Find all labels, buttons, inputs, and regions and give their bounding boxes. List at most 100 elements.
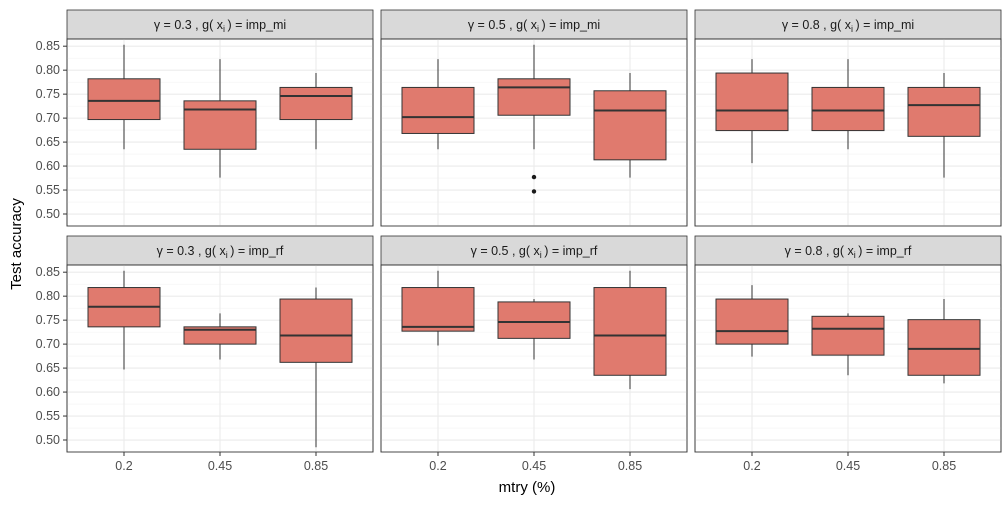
strip-text-gamma: γ = 0.3 , — [154, 18, 202, 32]
box-0.45 — [497, 44, 571, 194]
box-0.45 — [497, 299, 571, 360]
plot-panel-border — [694, 38, 1002, 227]
y-tick-label: 0.70 — [36, 111, 60, 125]
facet-strip-label: γ = 0.8 , g( xi ) = imp_rf — [785, 244, 912, 260]
y-tick-label: 0.50 — [36, 433, 60, 447]
box-iqr — [401, 86, 475, 134]
strip-text-g: g( — [205, 244, 220, 258]
outlier-point — [531, 174, 537, 180]
facet-strip-label: γ = 0.5 , g( xi ) = imp_mi — [468, 18, 600, 34]
strip-text-x: x — [220, 244, 227, 258]
box-0.85 — [907, 73, 981, 178]
box-iqr — [497, 301, 571, 339]
box-0.45 — [811, 313, 885, 376]
box-iqr — [279, 86, 353, 121]
box-iqr — [811, 315, 885, 356]
facet-strip — [380, 235, 688, 266]
facet-panel: γ = 0.5 , g( xi ) = imp_rf 0.2 0.45 0.85 — [380, 235, 688, 473]
box-iqr — [811, 86, 885, 132]
box-iqr — [593, 287, 667, 376]
box-0.2 — [715, 59, 789, 164]
facet-strip — [66, 235, 374, 266]
y-tick-label: 0.85 — [36, 265, 60, 279]
strip-text-rest: ) = imp_mi — [227, 18, 286, 32]
y-tick-label: 0.50 — [36, 207, 60, 221]
y-tick-label: 0.60 — [36, 159, 60, 173]
box-iqr — [907, 319, 981, 376]
facet-panel: γ = 0.8 , g( xi ) = imp_mi — [694, 9, 1002, 227]
facet-panel: γ = 0.8 , g( xi ) = imp_rf 0.2 0.45 0.85 — [694, 235, 1002, 473]
strip-text-sub: i — [854, 250, 859, 260]
facet-strip-label: γ = 0.3 , g( xi ) = imp_rf — [157, 244, 284, 260]
axes: Test accuracy mtry (%) — [8, 198, 555, 496]
strip-text-rest: ) = imp_rf — [858, 244, 912, 258]
y-tick-label: 0.80 — [36, 289, 60, 303]
box-iqr — [183, 100, 257, 150]
strip-text-x: x — [534, 244, 541, 258]
strip-text-gamma: γ = 0.3 , — [157, 244, 205, 258]
facet-panel: γ = 0.3 , g( xi ) = imp_rf 0.50 0.55 0.60 0.… — [36, 235, 374, 473]
box-0.45 — [811, 59, 885, 150]
y-tick-label: 0.75 — [36, 313, 60, 327]
y-tick-label: 0.55 — [36, 409, 60, 423]
box-0.2 — [401, 59, 475, 150]
strip-text-x: x — [531, 18, 538, 32]
x-axis-title: mtry (%) — [499, 479, 556, 496]
strip-text-x: x — [845, 18, 852, 32]
x-tick-label: 0.45 — [522, 459, 546, 473]
box-0.85 — [279, 73, 353, 150]
x-tick-label: 0.45 — [836, 459, 860, 473]
box-0.2 — [401, 270, 475, 346]
facet-panel: γ = 0.5 , g( xi ) = imp_mi — [380, 9, 688, 227]
strip-text-sub: i — [540, 250, 545, 260]
strip-text-g: g( — [830, 18, 845, 32]
strip-text-rest: ) = imp_rf — [230, 244, 284, 258]
box-0.85 — [279, 287, 353, 448]
box-0.85 — [907, 299, 981, 384]
strip-text-g: g( — [519, 244, 534, 258]
strip-text-sub: i — [537, 24, 542, 34]
facet-strip — [694, 235, 1002, 266]
strip-text-gamma: γ = 0.5 , — [471, 244, 519, 258]
y-axis-title: Test accuracy — [8, 198, 25, 290]
box-iqr — [497, 78, 571, 116]
strip-text-g: g( — [202, 18, 217, 32]
box-0.2 — [715, 285, 789, 357]
y-tick-label: 0.75 — [36, 87, 60, 101]
x-tick-label: 0.85 — [618, 459, 642, 473]
x-tick-label: 0.85 — [304, 459, 328, 473]
strip-text-gamma: γ = 0.5 , — [468, 18, 516, 32]
strip-text-x: x — [217, 18, 224, 32]
box-0.2 — [87, 270, 161, 370]
box-iqr — [279, 298, 353, 363]
strip-text-sub: i — [851, 24, 856, 34]
x-tick-label: 0.2 — [743, 459, 760, 473]
y-tick-label: 0.60 — [36, 385, 60, 399]
strip-text-gamma: γ = 0.8 , — [785, 244, 833, 258]
strip-text-rest: ) = imp_mi — [855, 18, 914, 32]
y-tick-label: 0.65 — [36, 135, 60, 149]
strip-text-x: x — [848, 244, 855, 258]
x-tick-label: 0.2 — [115, 459, 132, 473]
strip-text-sub: i — [223, 24, 228, 34]
facet-strip — [66, 9, 374, 40]
box-0.85 — [593, 270, 667, 390]
y-tick-label: 0.55 — [36, 183, 60, 197]
box-0.45 — [183, 313, 257, 360]
outlier-point — [531, 189, 537, 194]
strip-text-g: g( — [516, 18, 531, 32]
strip-text-sub: i — [226, 250, 231, 260]
facet-strip-label: γ = 0.5 , g( xi ) = imp_rf — [471, 244, 598, 260]
plot-panel-border — [66, 38, 374, 227]
box-iqr — [87, 78, 161, 121]
y-tick-label: 0.85 — [36, 39, 60, 53]
facet-strip — [380, 9, 688, 40]
facet-strip-label: γ = 0.8 , g( xi ) = imp_mi — [782, 18, 914, 34]
x-tick-label: 0.2 — [429, 459, 446, 473]
facet-panel: γ = 0.3 , g( xi ) = imp_mi 0.50 0.55 0.60 0.… — [36, 9, 374, 227]
box-iqr — [715, 298, 789, 345]
box-iqr — [593, 90, 667, 161]
x-tick-label: 0.45 — [208, 459, 232, 473]
